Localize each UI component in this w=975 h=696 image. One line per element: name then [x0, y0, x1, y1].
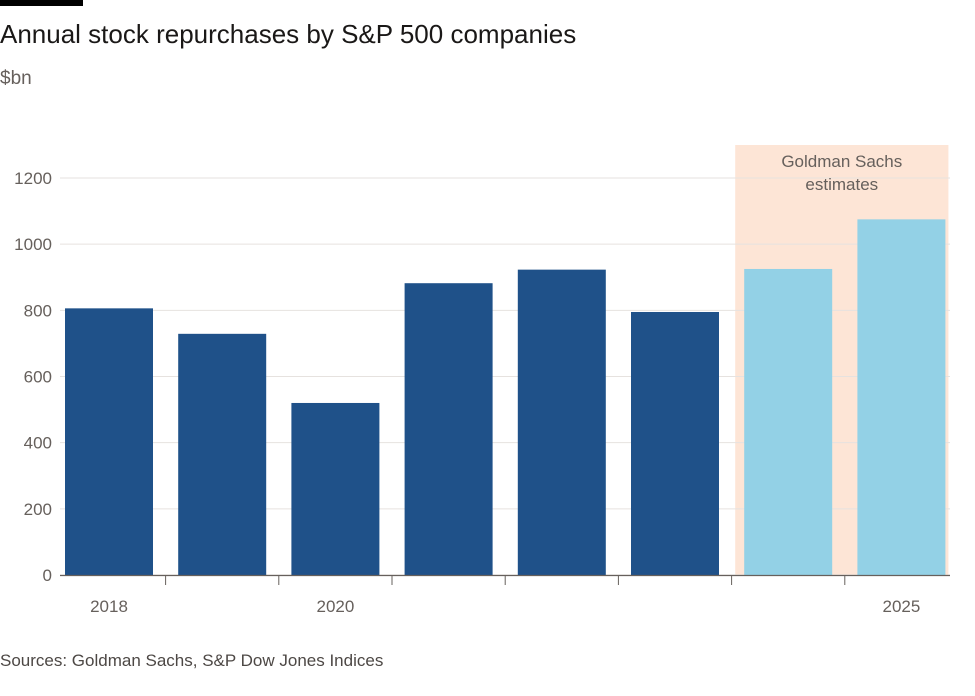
x-tick-label-2025: 2025	[882, 597, 920, 616]
y-tick-label-200: 200	[24, 500, 52, 519]
brand-top-rule	[0, 0, 83, 6]
chart-title: Annual stock repurchases by S&P 500 comp…	[0, 19, 577, 49]
bar-2019	[178, 333, 267, 575]
bar-2021	[404, 283, 493, 575]
bar-2023	[631, 311, 719, 575]
estimate-annotation-line-1: Goldman Sachs	[781, 152, 902, 171]
x-tick-label-2018: 2018	[90, 597, 128, 616]
y-tick-label-0: 0	[43, 566, 52, 585]
y-tick-label-1200: 1200	[14, 169, 52, 188]
bar-2022	[517, 269, 606, 575]
bar-chart: 0 200 400 600 800 1000 1200 2018 2020 2025 Goldman…	[14, 145, 950, 616]
bar-2018	[65, 308, 153, 575]
bar-2025	[857, 219, 946, 575]
labels: 0 200 400 600 800 1000 1200 2018 2020 2025 Goldman…	[14, 152, 920, 616]
estimate-annotation-line-2: estimates	[805, 175, 878, 194]
chart-unit-label: $bn	[0, 68, 32, 89]
bar-2020	[291, 402, 380, 575]
y-tick-label-800: 800	[24, 301, 52, 320]
y-tick-label-1000: 1000	[14, 235, 52, 254]
x-tick-label-2020: 2020	[316, 597, 354, 616]
bar-2024	[744, 268, 833, 575]
y-tick-label-600: 600	[24, 368, 52, 387]
axes	[60, 574, 950, 585]
source-note: Sources: Goldman Sachs, S&P Dow Jones In…	[0, 651, 384, 670]
y-tick-label-400: 400	[24, 434, 52, 453]
bars	[65, 219, 946, 575]
